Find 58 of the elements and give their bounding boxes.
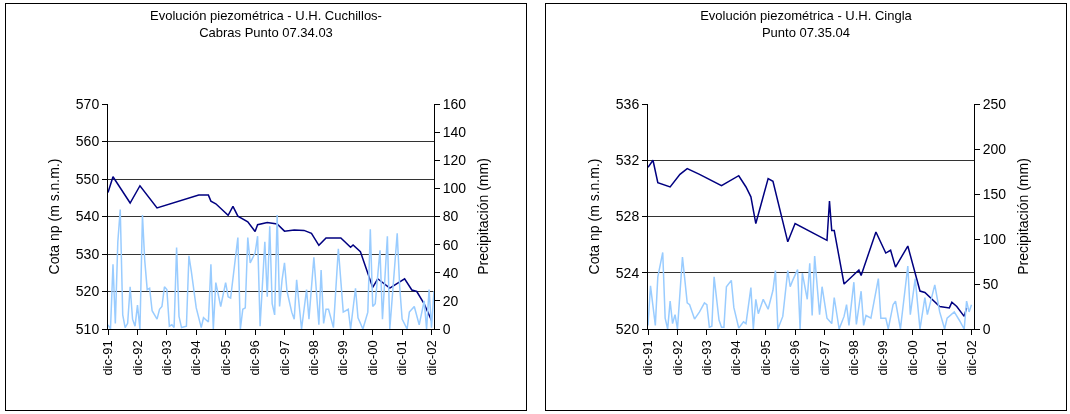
x-tick-label: dic-92 (129, 340, 145, 376)
x-tick-label: dic-93 (159, 340, 175, 376)
y-tick-label: 530 (75, 245, 100, 262)
x-tick-label: dic-96 (247, 340, 263, 376)
y2-tick-label: 250 (982, 95, 1007, 112)
x-tick-label: dic-91 (100, 340, 116, 376)
y2-tick-label: 200 (982, 140, 1007, 157)
y-tick-label: 550 (75, 170, 100, 187)
y2-tick-label: 0 (442, 320, 451, 337)
chart-title: Evolución piezométrica - U.H. Cuchillos- Cabras Punto 07.34.03 (150, 8, 382, 41)
y2-tick-label: 150 (982, 185, 1007, 202)
y2-axis-title: Precipitación (mm) (1014, 158, 1031, 275)
y-tick-label: 570 (75, 95, 100, 112)
y-tick-label: 532 (615, 152, 640, 169)
x-tick-label: dic-02 (423, 340, 439, 376)
x-tick-label: dic-97 (276, 340, 292, 376)
y2-tick-label: 140 (442, 124, 467, 141)
y2-tick-label: 50 (982, 275, 999, 292)
y2-tick-label: 160 (442, 95, 467, 112)
y-tick-label: 560 (75, 133, 100, 150)
y-tick-label: 528 (615, 208, 640, 225)
x-tick-label: dic-00 (904, 340, 920, 376)
y-axis-title: Cota np (m s.n.m.) (46, 158, 63, 275)
y-tick-label: 520 (615, 320, 640, 337)
y2-tick-label: 80 (442, 208, 459, 225)
x-tick-label: dic-94 (728, 340, 744, 376)
y2-tick-label: 100 (982, 230, 1007, 247)
y-tick-label: 536 (615, 95, 640, 112)
x-tick-label: dic-99 (875, 340, 891, 376)
y-tick-label: 520 (75, 283, 100, 300)
x-tick-label: dic-91 (640, 340, 656, 376)
x-tick-label: dic-00 (364, 340, 380, 376)
y-axis-title: Cota np (m s.n.m.) (586, 158, 603, 275)
x-tick-label: dic-01 (934, 340, 950, 376)
x-tick-label: dic-95 (217, 340, 233, 376)
y2-tick-label: 0 (982, 320, 991, 337)
x-tick-label: dic-94 (188, 340, 204, 376)
x-tick-label: dic-98 (306, 340, 322, 376)
line-series (648, 159, 968, 318)
y2-tick-label: 20 (442, 292, 459, 309)
chart-title: Evolución piezométrica - U.H. Cingla Punto 07.35.04 (700, 8, 913, 41)
x-tick-label: dic-02 (963, 340, 979, 376)
x-tick-label: dic-96 (787, 340, 803, 376)
x-tick-label: dic-95 (757, 340, 773, 376)
y2-tick-label: 60 (442, 236, 459, 253)
y2-axis-title: Precipitación (mm) (474, 158, 491, 275)
y2-tick-label: 40 (442, 264, 459, 281)
x-tick-label: dic-92 (669, 340, 685, 376)
x-tick-label: dic-01 (394, 340, 410, 376)
x-tick-label: dic-97 (816, 340, 832, 376)
y2-tick-label: 120 (442, 152, 467, 169)
y-tick-label: 540 (75, 208, 100, 225)
x-tick-label: dic-98 (846, 340, 862, 376)
y-tick-label: 510 (75, 320, 100, 337)
x-tick-label: dic-99 (335, 340, 351, 376)
y-tick-label: 524 (615, 264, 640, 281)
x-tick-label: dic-93 (699, 340, 715, 376)
y2-tick-label: 100 (442, 180, 467, 197)
